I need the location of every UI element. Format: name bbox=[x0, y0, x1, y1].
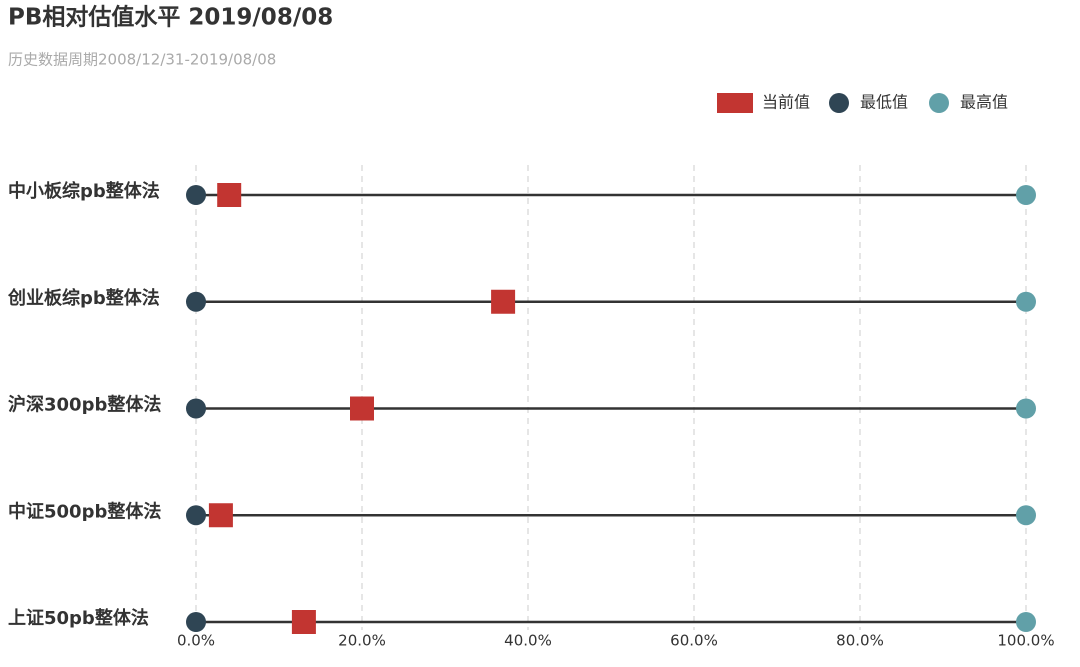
legend-label: 最高值 bbox=[960, 93, 1008, 112]
current-marker bbox=[350, 396, 374, 421]
current-marker bbox=[217, 183, 242, 207]
chart-subtitle: 历史数据周期2008/12/31-2019/08/08 bbox=[8, 51, 276, 69]
chart-title: PB相对估值水平 2019/08/08 bbox=[8, 4, 333, 31]
x-tick-label: 100.0% bbox=[997, 632, 1054, 650]
min-marker bbox=[186, 505, 206, 526]
min-marker bbox=[186, 612, 206, 632]
max-marker bbox=[1016, 612, 1036, 632]
min-marker bbox=[186, 185, 206, 205]
max-marker bbox=[1016, 291, 1036, 312]
x-tick-label: 60.0% bbox=[670, 632, 718, 650]
min-marker bbox=[186, 291, 206, 312]
category-label: 中小板综pb整体法 bbox=[8, 180, 160, 202]
category-label: 上证50pb整体法 bbox=[8, 607, 149, 629]
min-marker bbox=[186, 398, 206, 419]
current-marker bbox=[208, 503, 233, 528]
legend-label: 最低值 bbox=[860, 93, 908, 112]
x-tick-label: 20.0% bbox=[338, 632, 386, 650]
legend-swatch bbox=[829, 93, 849, 113]
category-label: 沪深300pb整体法 bbox=[8, 394, 161, 416]
max-marker bbox=[1016, 398, 1036, 419]
category-label: 创业板综pb整体法 bbox=[7, 287, 160, 309]
category-label: 中证500pb整体法 bbox=[8, 500, 161, 522]
x-tick-label: 40.0% bbox=[504, 632, 552, 650]
max-marker bbox=[1016, 185, 1036, 205]
legend-swatch bbox=[717, 93, 753, 113]
x-tick-label: 0.0% bbox=[177, 632, 215, 650]
current-marker bbox=[291, 610, 316, 634]
max-marker bbox=[1016, 505, 1036, 526]
legend-swatch bbox=[929, 93, 949, 113]
legend-label: 当前值 bbox=[762, 93, 810, 112]
current-marker bbox=[491, 289, 516, 314]
x-tick-label: 80.0% bbox=[836, 632, 884, 650]
